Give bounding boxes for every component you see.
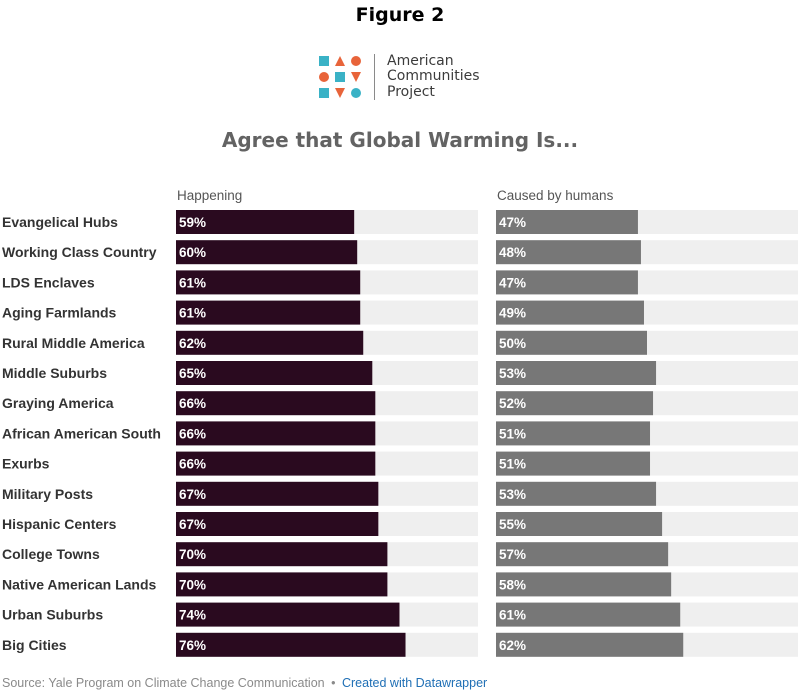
bar	[496, 300, 644, 325]
value-label: 61%	[179, 275, 206, 290]
logo-line-2: Communities	[387, 68, 480, 85]
bar	[496, 632, 684, 657]
chart-title: Agree that Global Warming Is...	[221, 128, 579, 152]
source-footer: Source: Yale Program on Climate Change C…	[2, 676, 487, 690]
bar	[176, 240, 358, 265]
value-label: 58%	[499, 577, 526, 592]
bar	[496, 572, 672, 597]
bar	[496, 330, 647, 355]
value-label: 48%	[499, 245, 526, 260]
bar	[176, 361, 373, 385]
value-label: 61%	[179, 306, 206, 321]
bar	[176, 602, 400, 627]
bar	[496, 602, 681, 627]
bar	[176, 330, 364, 355]
value-label: 51%	[499, 426, 526, 441]
logo-line-1: American	[387, 52, 454, 69]
value-label: 52%	[499, 396, 526, 411]
value-label: 57%	[499, 547, 526, 562]
value-label: 61%	[499, 608, 526, 623]
value-label: 62%	[179, 336, 206, 351]
bar	[176, 481, 379, 506]
bar	[176, 210, 355, 234]
bar	[496, 542, 669, 567]
value-label: 53%	[499, 487, 526, 502]
value-label: 66%	[179, 426, 206, 441]
value-label: 65%	[179, 366, 206, 381]
bar	[176, 512, 379, 536]
value-label: 66%	[179, 457, 206, 472]
bar	[176, 391, 376, 416]
category-label: Evangelical Hubs	[2, 214, 118, 230]
value-label: 66%	[179, 396, 206, 411]
value-label: 47%	[499, 275, 526, 290]
bar	[496, 240, 641, 265]
category-label: Military Posts	[2, 486, 93, 502]
bar	[176, 300, 361, 325]
bar	[496, 270, 638, 295]
series-header-0: Happening	[177, 188, 242, 203]
category-label: Rural Middle America	[2, 335, 145, 351]
value-label: 53%	[499, 366, 526, 381]
figure-label: Figure 2	[355, 4, 445, 26]
category-label: Native American Lands	[2, 576, 157, 592]
category-label: Graying America	[2, 395, 114, 411]
bar	[496, 451, 651, 476]
value-label: 70%	[179, 547, 206, 562]
value-label: 62%	[499, 638, 526, 653]
value-label: 51%	[499, 457, 526, 472]
value-label: 67%	[179, 487, 206, 502]
value-label: 49%	[499, 306, 526, 321]
category-label: Working Class Country	[2, 244, 157, 260]
logo: American Communities Project	[318, 53, 480, 101]
value-label: 47%	[499, 215, 526, 230]
source-text: Source: Yale Program on Climate Change C…	[2, 676, 325, 690]
value-label: 76%	[179, 638, 206, 653]
bar	[176, 632, 406, 657]
bar	[176, 572, 388, 597]
logo-wordmark: American Communities Project	[387, 52, 480, 101]
category-label: Exurbs	[2, 456, 50, 472]
category-label: Middle Suburbs	[2, 365, 107, 381]
category-label: Aging Farmlands	[2, 305, 117, 321]
bar	[496, 481, 657, 506]
value-label: 60%	[179, 245, 206, 260]
category-label: Hispanic Centers	[2, 516, 117, 532]
bar	[496, 210, 638, 234]
category-label: Urban Suburbs	[2, 607, 103, 623]
bar	[176, 451, 376, 476]
bar	[496, 361, 657, 385]
value-label: 74%	[179, 608, 206, 623]
bar	[176, 542, 388, 567]
bar	[496, 421, 651, 446]
datawrapper-credit-link[interactable]: Created with Datawrapper	[341, 676, 488, 690]
value-label: 70%	[179, 577, 206, 592]
bar	[496, 391, 654, 416]
value-label: 50%	[499, 336, 526, 351]
source-separator: •	[331, 676, 336, 690]
bar-chart: Happening Caused by humans Evangelical Hub…	[2, 188, 798, 657]
bar	[176, 421, 376, 446]
american-communities-project-logo-icon	[319, 56, 361, 98]
category-label: LDS Enclaves	[2, 274, 95, 290]
bar	[496, 512, 663, 536]
category-label: College Towns	[2, 546, 100, 562]
category-label: African American South	[2, 425, 161, 441]
value-label: 55%	[499, 517, 526, 532]
category-label: Big Cities	[2, 637, 67, 653]
logo-line-3: Project	[387, 83, 435, 100]
bar	[176, 270, 361, 295]
logo-divider	[374, 54, 375, 100]
value-label: 67%	[179, 517, 206, 532]
series-header-1: Caused by humans	[497, 188, 614, 203]
value-label: 59%	[179, 215, 206, 230]
